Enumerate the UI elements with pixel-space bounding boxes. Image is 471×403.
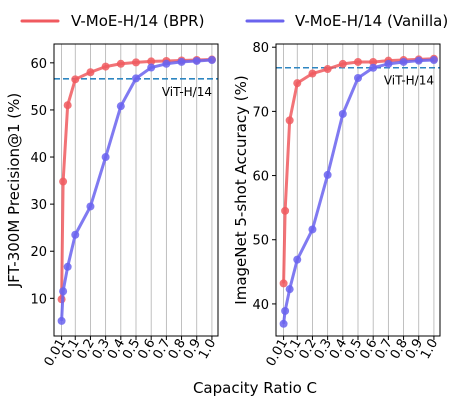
- x-tick-label: 1.0: [418, 337, 441, 362]
- data-point-vanilla: [116, 102, 125, 111]
- data-point-bpr: [132, 58, 140, 67]
- legend-label-bpr: V-MoE-H/14 (BPR): [71, 12, 204, 30]
- y-tick-label: 60: [30, 57, 47, 72]
- data-point-vanilla: [162, 59, 171, 68]
- data-point-vanilla: [192, 56, 201, 65]
- data-point-bpr: [281, 206, 290, 215]
- data-point-vanilla: [132, 74, 140, 83]
- data-point-vanilla: [57, 316, 66, 325]
- y-tick-label: 80: [252, 41, 269, 56]
- y-tick-label: 40: [252, 298, 269, 313]
- data-point-vanilla: [384, 59, 393, 68]
- data-point-vanilla: [369, 63, 378, 72]
- data-point-bpr: [308, 69, 317, 78]
- data-point-bpr: [293, 79, 302, 88]
- data-point-bpr: [279, 279, 288, 288]
- data-point-bpr: [354, 57, 362, 66]
- data-point-vanilla: [71, 230, 80, 239]
- data-point-vanilla: [207, 56, 216, 65]
- data-point-vanilla: [414, 56, 423, 65]
- left-chart-panel: ViT-H/141020304050600.010.10.20.30.40.50…: [5, 43, 219, 369]
- data-point-vanilla: [285, 285, 294, 294]
- series-line-vanilla: [60, 58, 213, 322]
- right-chart-panel: ViT-H/1440506070800.010.10.20.30.40.50.6…: [232, 41, 441, 369]
- y-tick-label: 30: [30, 198, 47, 213]
- data-point-vanilla: [177, 57, 186, 66]
- data-point-vanilla: [399, 57, 408, 66]
- data-point-bpr: [63, 101, 72, 110]
- legend: V-MoE-H/14 (BPR) V-MoE-H/14 (Vanilla): [20, 12, 448, 30]
- data-point-vanilla: [86, 202, 95, 211]
- data-point-bpr: [116, 59, 125, 68]
- series-line-bpr: [282, 57, 434, 284]
- data-point-vanilla: [63, 262, 72, 271]
- data-point-vanilla: [308, 225, 317, 234]
- data-point-bpr: [71, 75, 80, 84]
- x-tick-label: 1.0: [196, 337, 219, 362]
- data-point-bpr: [101, 62, 110, 71]
- data-point-vanilla: [338, 109, 347, 118]
- legend-label-vanilla: V-MoE-H/14 (Vanilla): [295, 12, 448, 30]
- data-point-bpr: [338, 59, 347, 68]
- data-point-vanilla: [147, 63, 156, 72]
- y-tick-label: 50: [30, 104, 47, 119]
- data-point-vanilla: [59, 287, 68, 296]
- data-point-bpr: [369, 57, 378, 66]
- y-tick-label: 20: [30, 245, 47, 260]
- y-tick-label: 40: [30, 151, 47, 166]
- data-point-vanilla: [429, 56, 438, 65]
- y-axis-label: JFT-300M Precision@1 (%): [5, 93, 23, 289]
- data-point-bpr: [323, 65, 332, 74]
- y-tick-label: 50: [252, 234, 269, 249]
- reference-label: ViT-H/14: [162, 85, 212, 99]
- data-point-bpr: [285, 116, 294, 125]
- series-line-vanilla: [282, 58, 434, 324]
- y-tick-label: 10: [30, 292, 47, 307]
- y-axis-label: ImageNet 5-shot Accuracy (%): [232, 75, 250, 304]
- y-tick-label: 60: [252, 170, 269, 185]
- y-tick-label: 70: [252, 105, 269, 120]
- data-point-vanilla: [279, 319, 288, 328]
- data-point-vanilla: [101, 153, 110, 162]
- data-point-vanilla: [354, 74, 362, 83]
- reference-label: ViT-H/14: [384, 74, 434, 88]
- data-point-vanilla: [323, 170, 332, 179]
- data-point-vanilla: [281, 306, 290, 315]
- data-point-bpr: [59, 177, 68, 186]
- x-axis-label: Capacity Ratio C: [193, 379, 317, 397]
- data-point-bpr: [86, 68, 95, 77]
- data-point-vanilla: [293, 255, 302, 264]
- data-point-bpr: [147, 57, 156, 66]
